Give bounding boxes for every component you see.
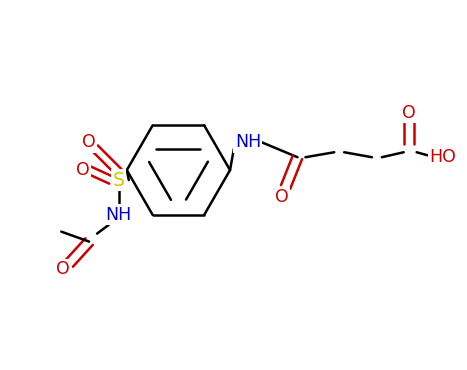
Text: O: O xyxy=(402,104,416,122)
Text: O: O xyxy=(82,133,96,151)
Text: HO: HO xyxy=(429,148,456,166)
Text: NH: NH xyxy=(235,133,261,151)
Text: O: O xyxy=(57,260,70,278)
Text: NH: NH xyxy=(106,206,132,224)
Text: O: O xyxy=(275,188,289,206)
Text: S: S xyxy=(113,171,125,189)
Text: O: O xyxy=(76,161,90,179)
